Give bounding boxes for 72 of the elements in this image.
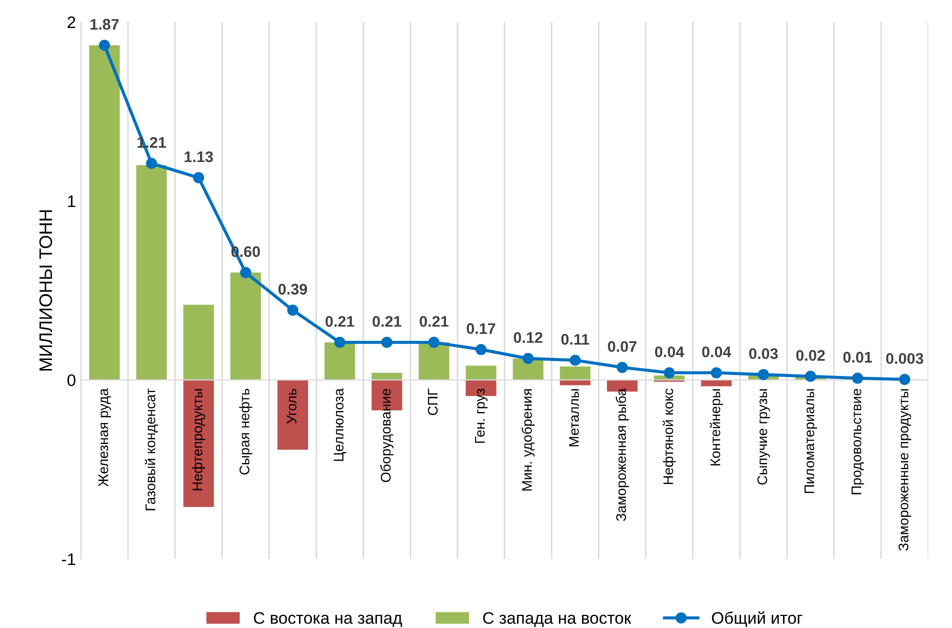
point (381, 336, 392, 348)
x-tick-label: Нефтепродукты (192, 389, 206, 490)
data-label: 0.12 (514, 332, 542, 343)
point (428, 336, 440, 348)
bar (466, 366, 496, 380)
y-tick-label: 2 (68, 16, 76, 28)
bar (183, 380, 214, 508)
data-label: 0.17 (466, 323, 496, 334)
legend-label: С востока на запад (254, 612, 402, 628)
bar (560, 380, 590, 386)
point (193, 172, 204, 184)
point (570, 354, 581, 366)
bar (277, 380, 308, 450)
point (616, 362, 628, 373)
bar (418, 342, 450, 380)
data-label: 0.03 (749, 348, 778, 360)
x-tick-label: Нефтяной кокс (662, 388, 676, 484)
bar (230, 272, 261, 380)
point (758, 369, 770, 380)
data-label: 0.04 (702, 346, 732, 358)
x-tick-label: Ген. груз (475, 388, 488, 443)
bar (324, 342, 356, 380)
point (522, 352, 534, 364)
bar (372, 372, 402, 380)
legend-label: С запада на восток (483, 612, 632, 628)
data-label: 0.01 (843, 352, 872, 363)
x-tick-label: Замороженная рыба (616, 388, 629, 522)
data-label: 0.21 (326, 316, 354, 327)
data-label: 0.11 (561, 334, 590, 345)
point (710, 367, 722, 378)
x-tick-label: Замороженные продукты (898, 389, 912, 551)
data-label: 1.87 (90, 18, 119, 30)
data-label: 0.04 (655, 346, 684, 358)
x-tick-label: Железная руда (98, 388, 111, 487)
y-tick-label: -1 (62, 553, 76, 565)
x-tick-label: Контейнеры (710, 389, 723, 466)
point (146, 158, 158, 169)
bar (136, 165, 167, 380)
legend-label: Общий итог (712, 611, 802, 628)
bar (89, 45, 120, 380)
point (98, 40, 110, 51)
data-label: 0.02 (796, 350, 825, 361)
point (240, 266, 252, 278)
x-tick-label: Уголь (286, 388, 296, 424)
point (334, 336, 346, 348)
y-axis-title: МИЛЛИОНЫ ТОНН (39, 210, 52, 371)
data-label: 0.003 (886, 353, 924, 364)
data-label: 1.13 (184, 151, 213, 162)
x-tick-label: Сыпучие грузы (757, 389, 770, 485)
point (475, 344, 487, 356)
x-tick-label: Сырая нефть (239, 388, 252, 475)
bar (560, 366, 590, 380)
x-tick-label: Оборудование (380, 388, 394, 482)
y-tick-label: 0 (67, 374, 76, 386)
point (899, 374, 910, 385)
x-tick-label: Газовый конденсат (144, 388, 158, 510)
x-tick-label: Металлы (569, 389, 579, 446)
x-tick-label: СПГ (428, 388, 438, 416)
point (852, 372, 864, 384)
x-tick-label: Пиломатериалы (804, 389, 817, 494)
point (287, 304, 298, 316)
point (804, 370, 816, 382)
data-label: 0.39 (278, 284, 308, 295)
x-tick-label: Целлюлоза (334, 388, 346, 461)
x-tick-label: Продовольствие (852, 388, 864, 494)
x-tick-label: Мин. удобрения (522, 389, 535, 490)
data-label: 0.21 (372, 316, 402, 327)
y-tick-label: 1 (68, 196, 76, 207)
point (664, 367, 675, 378)
data-label: 0.21 (420, 316, 448, 327)
bar (183, 304, 214, 380)
data-label: 0.07 (608, 341, 636, 352)
